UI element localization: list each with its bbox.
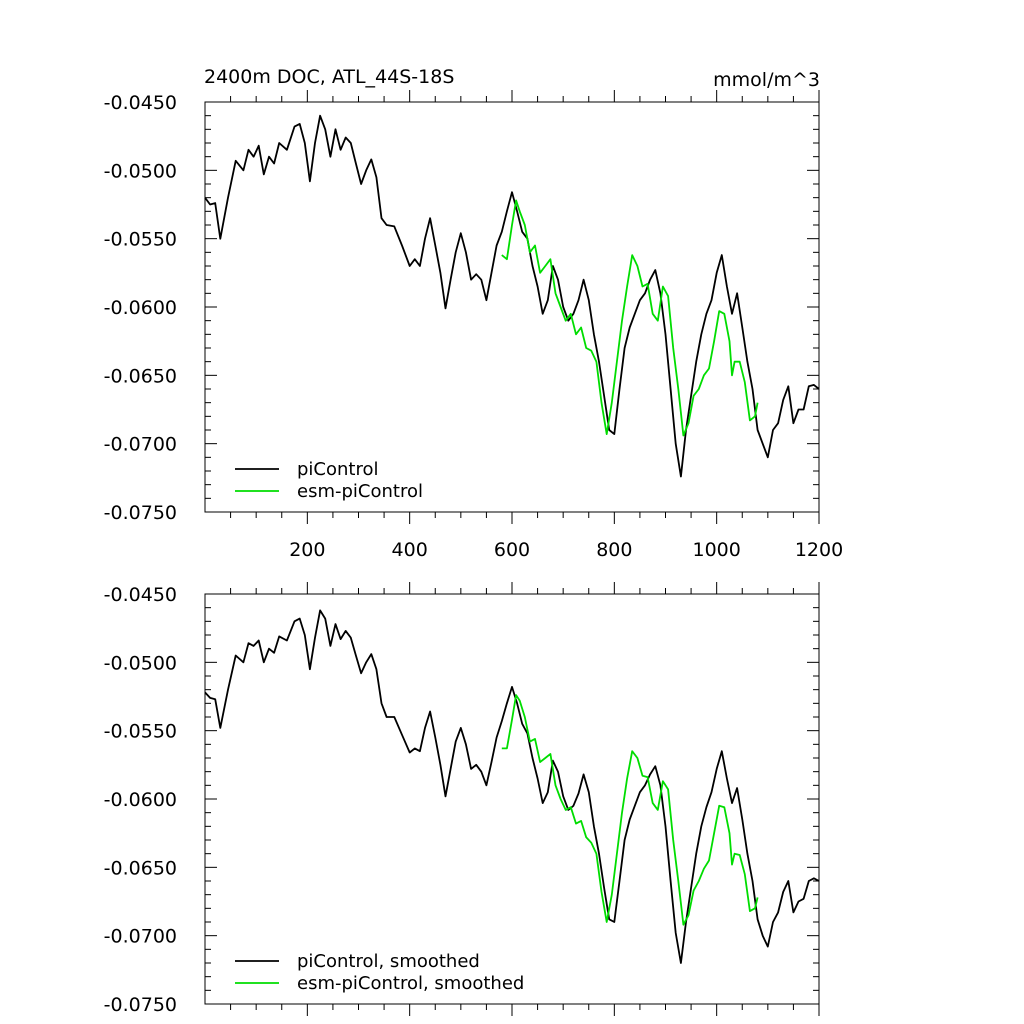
- legend-label-esm-picontrol-smoothed: esm-piControl, smoothed: [297, 973, 524, 994]
- y-tick-label: -0.0600: [104, 789, 177, 811]
- x-tick-label: 400: [392, 539, 428, 561]
- x-tick-label: 800: [596, 539, 632, 561]
- y-tick-label: -0.0500: [104, 652, 177, 674]
- series-line-esm-picontrol: [501, 199, 759, 437]
- y-tick-label: -0.0650: [104, 365, 177, 387]
- y-tick-label: -0.0750: [104, 502, 177, 524]
- y-tick-label: -0.0750: [104, 994, 177, 1016]
- top-legend: piControl esm-piControl: [235, 459, 423, 502]
- bottom-axis-ticks: -0.0450 -0.0500 -0.0550 -0.0600 -0.0650 -0.07…: [104, 582, 820, 1016]
- y-tick-label: -0.0550: [104, 229, 177, 251]
- top-plot-frame: [204, 101, 820, 513]
- y-tick-label: -0.0550: [104, 721, 177, 743]
- y-tick-label: -0.0600: [104, 297, 177, 319]
- legend-label-picontrol-smoothed: piControl, smoothed: [297, 951, 480, 972]
- y-tick-label: -0.0700: [104, 926, 177, 948]
- bottom-chart-panel: -0.0450 -0.0500 -0.0550 -0.0600 -0.0650 -0.07…: [104, 582, 820, 1016]
- bottom-series-lines: [204, 609, 820, 964]
- units-label: mmol/m^3: [713, 69, 820, 91]
- series-line-esm-picontrol-smoothed: [501, 694, 759, 926]
- top-chart-panel: 2400m DOC, ATL_44S-18S mmol/m^3 -0.0450-…: [104, 66, 844, 561]
- legend-label-esm-picontrol: esm-piControl: [297, 481, 423, 502]
- y-tick-label: -0.0450: [104, 584, 177, 606]
- top-axis-ticks: -0.0450 -0.0500 -0.0550 -0.0600 -0.0650 -0.07…: [104, 90, 843, 561]
- y-tick-label: -0.0650: [104, 857, 177, 879]
- x-tick-label: 600: [494, 539, 530, 561]
- series-line-picontrol: [204, 114, 820, 478]
- x-tick-label: 1000: [692, 539, 740, 561]
- bottom-legend: piControl, smoothed esm-piControl, smoot…: [235, 951, 524, 994]
- y-tick-label: -0.0500: [104, 160, 177, 182]
- top-series-lines: [204, 114, 820, 478]
- chart-title: 2400m DOC, ATL_44S-18S: [204, 66, 454, 88]
- x-tick-label: 1200: [795, 539, 843, 561]
- x-tick-label: 200: [289, 539, 325, 561]
- y-tick-label: -0.0450: [104, 92, 177, 114]
- series-line-picontrol-smoothed: [204, 609, 820, 964]
- bottom-plot-frame: [204, 593, 820, 1005]
- legend-label-picontrol: piControl: [297, 459, 379, 480]
- y-tick-label: -0.0700: [104, 434, 177, 456]
